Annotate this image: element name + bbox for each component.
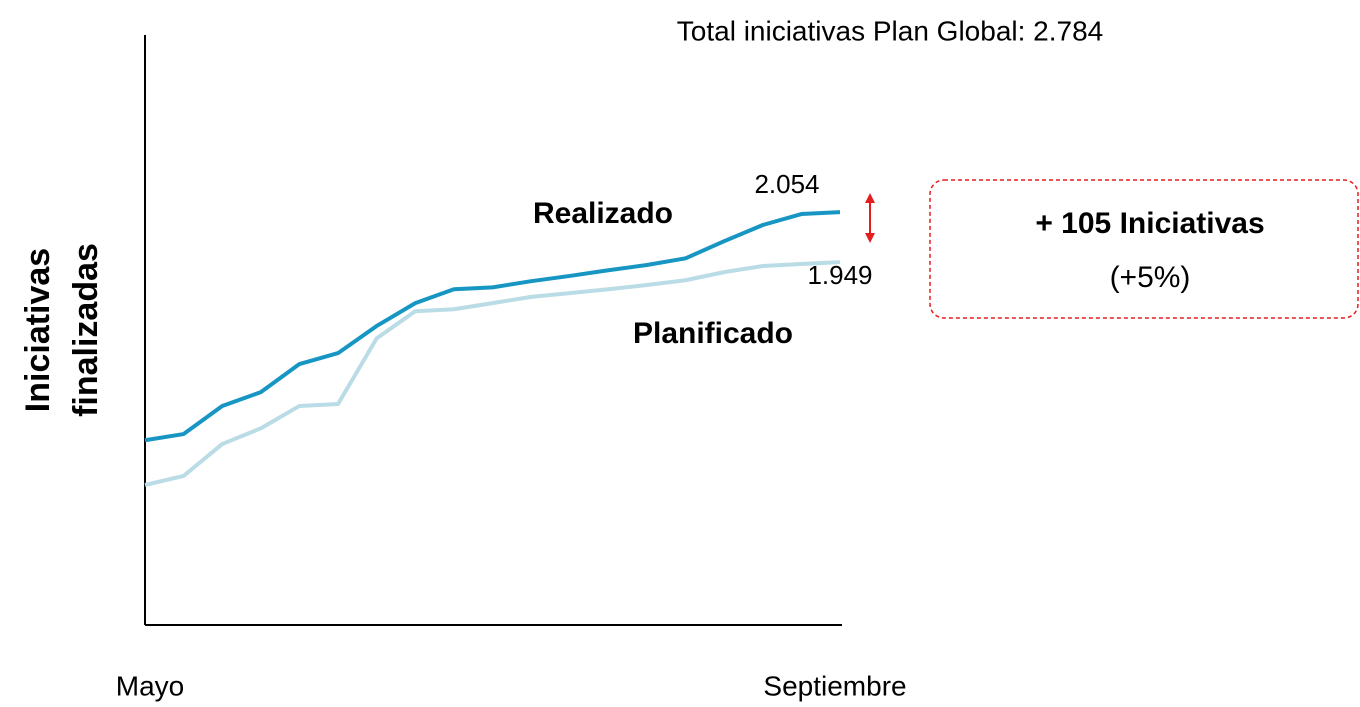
series-label: Planificado — [633, 317, 793, 350]
callout-text: + 105 Iniciativas — [1035, 207, 1264, 240]
callout-text: (+5%) — [1110, 261, 1191, 294]
y-axis-label: Iniciativas — [19, 248, 57, 412]
data-label: 2.054 — [754, 169, 819, 199]
y-axis-label: finalizadas — [67, 243, 105, 417]
x-tick-label: Septiembre — [763, 670, 906, 701]
data-label: 1.949 — [807, 260, 872, 290]
series-label: Realizado — [533, 197, 673, 230]
line-series — [144, 260, 841, 487]
chart-title: Total iniciativas Plan Global: 2.784 — [677, 15, 1103, 46]
x-tick-label: Mayo — [116, 670, 184, 701]
line-series — [144, 210, 841, 443]
callout-box — [929, 179, 1359, 319]
